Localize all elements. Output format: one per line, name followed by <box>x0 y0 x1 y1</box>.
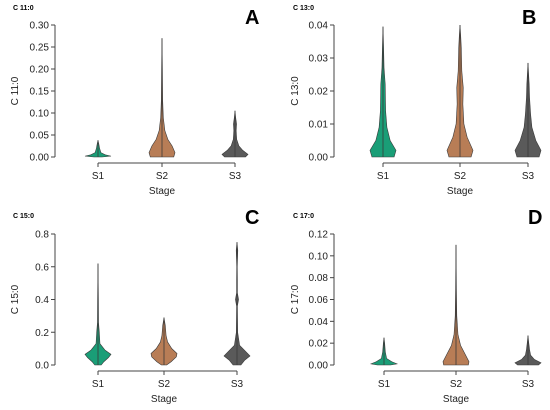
y-axis-label: C 13:0 <box>290 76 301 106</box>
y-tick-label: 0.00 <box>30 153 50 164</box>
x-tick-label: S3 <box>231 379 244 390</box>
y-tick-label: 0.08 <box>309 273 329 284</box>
panel-title: C 11:0 <box>13 5 34 12</box>
panel-letter: B <box>522 7 536 29</box>
panel-d: C 17:0 D 0.00 0.02 0.04 0.06 0.08 0.10 0.12 C 17:… <box>290 207 542 405</box>
y-tick-label: 0.20 <box>30 65 50 76</box>
panel-letter: C <box>245 207 259 229</box>
y-tick-label: 0.0 <box>35 361 49 372</box>
y-tick-label: 0.04 <box>309 317 329 328</box>
y-tick-label: 0.30 <box>30 21 50 32</box>
panel-letter: D <box>528 207 542 229</box>
y-tick-label: 0.6 <box>35 262 49 273</box>
y-axis-label: C 17:0 <box>290 284 301 314</box>
panel-b: C 13:0 B 0.00 0.01 0.02 0.03 0.04 C 13:0 S1 S2 S3 S… <box>290 5 542 197</box>
y-tick-label: 0.25 <box>30 43 50 54</box>
panel-letter: A <box>245 7 259 29</box>
y-tick-label: 0.15 <box>30 87 50 98</box>
panel-title: C 13:0 <box>293 5 314 12</box>
y-tick-label: 0.00 <box>309 153 329 164</box>
x-axis-label: Stage <box>447 186 474 197</box>
y-tick-label: 0.00 <box>309 361 329 372</box>
y-tick-label: 0.04 <box>309 21 329 32</box>
x-axis-label: Stage <box>151 394 178 405</box>
panel-c: C 15:0 C 0.0 0.2 0.4 0.6 0.8 C 15:0 S1 S2 S3 Stage <box>10 207 259 405</box>
y-tick-label: 0.4 <box>35 295 49 306</box>
x-tick-label: S3 <box>229 171 242 182</box>
y-tick-label: 0.12 <box>309 230 329 241</box>
y-tick-label: 0.02 <box>309 339 329 350</box>
panel-title: C 17:0 <box>293 213 314 220</box>
x-axis-label: Stage <box>443 394 470 405</box>
x-tick-label: S3 <box>522 171 535 182</box>
y-tick-label: 0.10 <box>30 109 50 120</box>
y-tick-label: 0.05 <box>30 131 50 142</box>
y-axis-label: C 15:0 <box>10 284 21 314</box>
x-tick-label: S1 <box>378 379 391 390</box>
x-axis-label: Stage <box>149 186 176 197</box>
y-tick-label: 0.03 <box>309 54 329 65</box>
x-tick-label: S2 <box>450 379 463 390</box>
x-tick-label: S1 <box>377 171 390 182</box>
y-tick-label: 0.06 <box>309 295 329 306</box>
y-axis-label: C 11:0 <box>10 76 21 105</box>
x-tick-label: S2 <box>454 171 467 182</box>
y-tick-label: 0.2 <box>35 328 49 339</box>
y-tick-label: 0.8 <box>35 230 49 241</box>
y-tick-label: 0.02 <box>309 87 329 98</box>
panel-a: C 11:0 A 0.00 0.05 0.10 0.15 0.20 0.25 0.30 C 11:… <box>10 5 259 197</box>
x-tick-label: S1 <box>92 379 105 390</box>
x-tick-label: S2 <box>158 379 171 390</box>
x-tick-label: S2 <box>156 171 169 182</box>
y-tick-label: 0.01 <box>309 120 329 131</box>
y-tick-label: 0.10 <box>309 251 329 262</box>
x-tick-label: S3 <box>522 379 535 390</box>
x-tick-label: S1 <box>92 171 105 182</box>
panel-title: C 15:0 <box>13 213 34 220</box>
